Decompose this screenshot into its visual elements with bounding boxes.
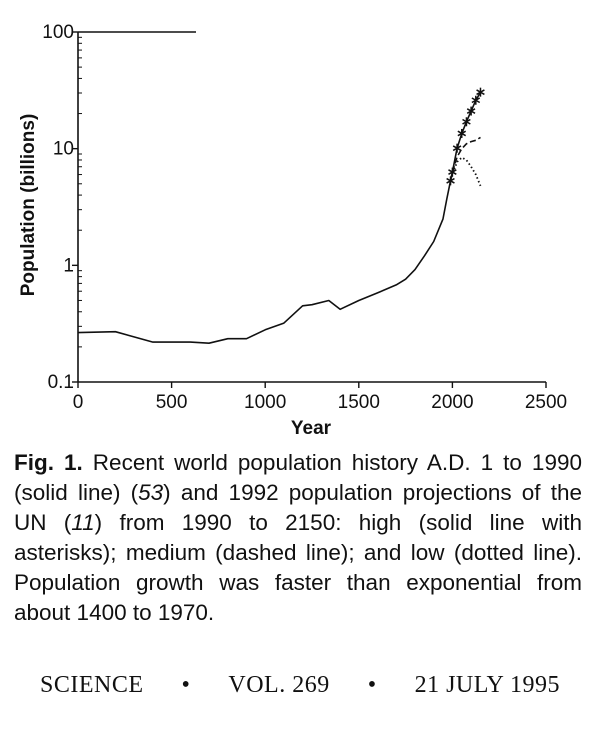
x-axis-title: Year: [291, 418, 332, 439]
figure-caption: Fig. 1. Recent world population history …: [14, 448, 582, 628]
footer-journal: SCIENCE: [40, 672, 144, 698]
footer-volume: VOL. 269: [228, 672, 330, 698]
x-tick-label: 0: [73, 392, 84, 413]
asterisk-marker: [476, 87, 485, 97]
caption-text-3: ) from 1990 to 2150: high (solid line wi…: [14, 510, 582, 625]
footer-bullet-1: •: [181, 672, 191, 698]
axis-tick-labels: 0 500 1000 1500 2000 2500 0.1 1 10 100: [42, 22, 567, 413]
x-tick-label: 1500: [338, 392, 380, 413]
y-tick-label: 0.1: [48, 372, 74, 393]
asterisk-marker: [466, 106, 476, 116]
y-tick-label: 1: [63, 255, 74, 276]
y-tick-label: 100: [42, 22, 74, 43]
series-line-solid-asterisks: [449, 91, 482, 181]
footer-date: 21 JULY 1995: [414, 672, 560, 698]
asterisk-marker: [452, 143, 462, 153]
asterisk-marker: [457, 128, 467, 138]
caption-ref-1: 53: [138, 480, 164, 505]
caption-figure-label: Fig. 1.: [14, 450, 83, 475]
series-line-dotted: [449, 156, 482, 187]
journal-footer: SCIENCE • VOL. 269 • 21 JULY 1995: [40, 672, 560, 699]
data-series: [78, 87, 485, 345]
caption-text-1: Recent world population history A.D. 1 t…: [14, 450, 582, 505]
x-tick-label: 2000: [431, 392, 473, 413]
series-line-solid: [78, 180, 452, 345]
x-tick-label: 1000: [244, 392, 286, 413]
series-line-dashed: [449, 136, 481, 181]
x-tick-label: 2500: [525, 392, 567, 413]
caption-ref-2: 11: [71, 510, 95, 535]
population-chart: 0 500 1000 1500 2000 2500 0.1 1 10 100 Year Popul…: [18, 22, 567, 439]
axis-ticks: [72, 31, 547, 388]
x-tick-label: 500: [156, 392, 188, 413]
caption-text-2: ) and 1992 population projections of the…: [14, 480, 583, 535]
asterisk-marker: [462, 117, 471, 127]
y-tick-label: 10: [53, 139, 74, 160]
y-axis-title: Population (billions): [18, 114, 39, 297]
asterisk-marker: [471, 95, 481, 105]
plot-frame: [77, 31, 546, 383]
footer-bullet-2: •: [367, 672, 377, 698]
